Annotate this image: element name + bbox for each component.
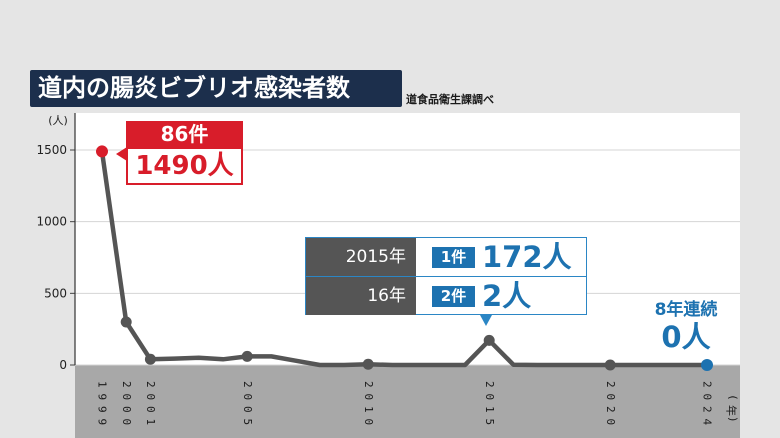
annotation-people: 172人 <box>482 240 572 274</box>
data-point <box>144 353 156 365</box>
data-point <box>241 350 253 362</box>
annotation-table: 2015年 1件 172人 16年 2件 2人 <box>305 237 587 315</box>
peak-callout: 86件 1490人 <box>116 121 243 185</box>
annotation-row-2015: 2015年 1件 172人 <box>306 238 586 277</box>
annotation-year: 16年 <box>306 277 416 315</box>
streak-value: 0人 <box>661 320 711 354</box>
annotation-table-pointer <box>480 315 492 326</box>
annotation-year: 2015年 <box>306 238 416 276</box>
streak-callout: 8年連続 0人 <box>636 300 736 354</box>
data-point <box>120 316 132 328</box>
peak-cases-label: 86件 <box>126 121 243 147</box>
data-point <box>483 334 495 346</box>
x-axis-unit: (年) <box>725 394 740 423</box>
streak-label: 8年連続 <box>654 300 718 320</box>
annotation-row-2016: 16年 2件 2人 <box>306 277 586 315</box>
annotation-people: 2人 <box>482 279 532 313</box>
y-tick-label: 1000 <box>36 215 67 229</box>
chart-title: 道内の腸炎ビブリオ感染者数 <box>30 70 402 107</box>
x-axis-band <box>75 365 740 438</box>
source-note: 道食品衛生課調べ <box>406 93 494 106</box>
peak-people-label: 1490人 <box>126 147 243 185</box>
data-point <box>604 359 616 371</box>
y-tick-label: 0 <box>59 358 67 372</box>
data-point <box>362 358 374 370</box>
annotation-cases: 1件 <box>432 247 475 268</box>
peak-callout-pointer <box>116 147 127 161</box>
y-tick-label: 500 <box>44 286 67 300</box>
y-tick-label: 1500 <box>36 143 67 157</box>
data-point <box>701 359 713 371</box>
data-point <box>96 145 108 158</box>
y-axis-unit: (人) <box>48 114 68 127</box>
annotation-cases: 2件 <box>432 286 475 307</box>
